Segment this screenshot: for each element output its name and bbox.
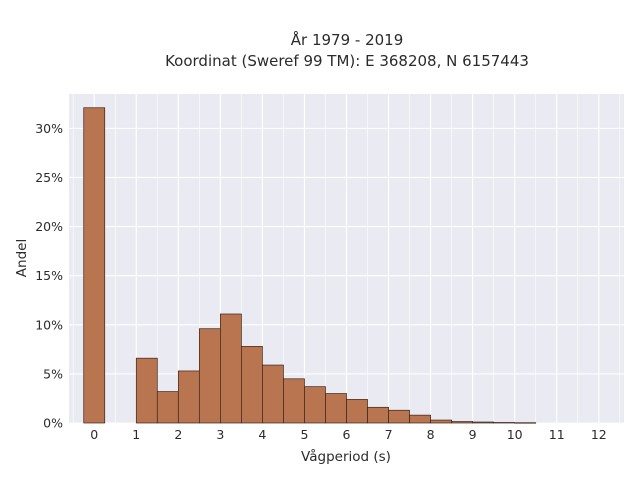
x-tick-label: 11 — [549, 427, 565, 442]
histogram-bar — [177, 370, 200, 424]
histogram-bar — [304, 386, 326, 424]
histogram-bar — [514, 422, 537, 424]
histogram-bar — [283, 378, 305, 424]
histogram-bar — [325, 393, 347, 424]
y-tick-label: 5% — [43, 366, 63, 381]
x-tick-label: 3 — [216, 427, 224, 442]
y-tick-label: 10% — [35, 317, 63, 332]
y-tick-label: 20% — [35, 219, 63, 234]
y-tick-label: 15% — [35, 268, 63, 283]
histogram-bar — [135, 357, 158, 424]
histogram-bar — [83, 107, 106, 424]
histogram-bar — [451, 421, 473, 424]
y-axis-label: Andel — [14, 239, 30, 277]
x-tick-labels: 0 1 2 3 4 5 6 7 8 9 10 11 12 — [90, 427, 606, 442]
x-tick-label: 1 — [132, 427, 140, 442]
histogram-bar — [409, 414, 431, 424]
x-tick-label: 9 — [469, 427, 477, 442]
histogram-bar — [430, 419, 452, 424]
x-tick-label: 12 — [591, 427, 607, 442]
x-tick-label: 10 — [507, 427, 523, 442]
histogram-bar — [241, 346, 263, 424]
bars — [83, 107, 537, 424]
histogram-bar — [367, 406, 389, 424]
x-tick-label: 8 — [427, 427, 435, 442]
chart-title-line1: År 1979 - 2019 — [291, 30, 404, 49]
x-tick-label: 2 — [174, 427, 182, 442]
histogram-bar — [388, 409, 410, 424]
y-tick-label: 0% — [43, 416, 63, 431]
x-axis-label: Vågperiod (s) — [301, 448, 391, 465]
chart-title-line2: Koordinat (Sweref 99 TM): E 368208, N 61… — [165, 52, 529, 70]
x-tick-label: 4 — [258, 427, 266, 442]
y-tick-label: 25% — [35, 170, 63, 185]
histogram-bar — [493, 422, 516, 424]
histogram-bar — [346, 399, 368, 424]
x-tick-label: 6 — [343, 427, 351, 442]
x-tick-label: 5 — [300, 427, 308, 442]
histogram-bar — [198, 328, 221, 424]
x-tick-label: 7 — [385, 427, 393, 442]
histogram-bar — [156, 391, 179, 424]
histogram-bar — [262, 364, 284, 424]
y-tick-label: 30% — [35, 121, 63, 136]
histogram-bar — [472, 421, 495, 424]
x-tick-label: 0 — [90, 427, 98, 442]
y-tick-labels: 0% 5% 10% 15% 20% 25% 30% — [35, 121, 63, 431]
histogram-bar — [220, 313, 242, 424]
